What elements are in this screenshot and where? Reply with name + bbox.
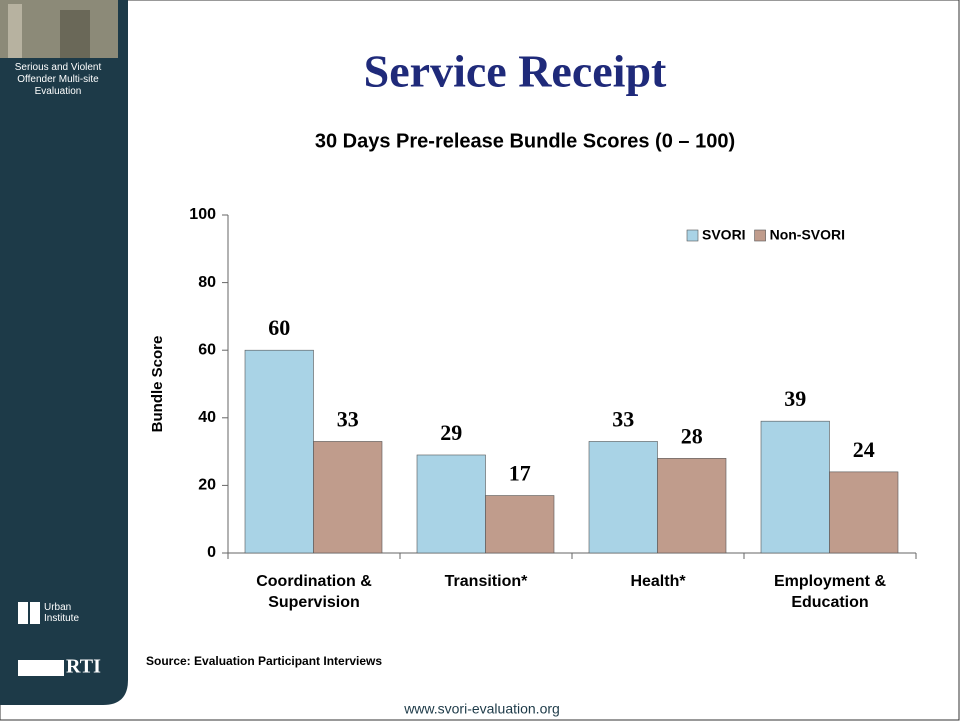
value-label: 33 bbox=[337, 407, 359, 432]
sidebar-partner: Urban Institute bbox=[44, 602, 80, 624]
value-label: 24 bbox=[853, 437, 875, 462]
photo-detail bbox=[8, 4, 22, 58]
bar bbox=[760, 420, 830, 554]
y-tick-label: 60 bbox=[198, 341, 216, 358]
source-note: Source: Evaluation Participant Interview… bbox=[146, 654, 382, 668]
chart-subtitle: 30 Days Pre-release Bundle Scores (0 – 1… bbox=[315, 130, 735, 152]
bar bbox=[244, 349, 314, 554]
y-tick-label: 100 bbox=[189, 206, 216, 223]
legend-label: Non-SVORI bbox=[770, 227, 845, 243]
y-axis-label: Bundle Score bbox=[149, 336, 166, 433]
x-tick-label: Health* bbox=[630, 573, 686, 590]
chart-title: Service Receipt bbox=[364, 46, 667, 97]
rti-logo-bg bbox=[18, 660, 64, 676]
y-tick-label: 80 bbox=[198, 274, 216, 291]
x-tick-label: Coordination & Supervision bbox=[256, 573, 372, 611]
urban-logo-line bbox=[28, 602, 30, 624]
value-label: 39 bbox=[784, 386, 806, 411]
y-tick-label: 20 bbox=[198, 477, 216, 494]
bar bbox=[588, 441, 658, 554]
bar bbox=[416, 454, 486, 554]
legend-swatch bbox=[754, 229, 766, 242]
rti-logo: RTI bbox=[66, 656, 101, 678]
bar bbox=[657, 458, 727, 554]
value-label: 28 bbox=[681, 423, 703, 448]
sidebar bbox=[0, 0, 128, 705]
footer-url: www.svori-evaluation.org bbox=[403, 701, 560, 717]
value-label: 29 bbox=[440, 420, 462, 445]
bar bbox=[485, 495, 555, 554]
bar bbox=[313, 441, 383, 554]
value-label: 17 bbox=[509, 461, 531, 486]
x-tick-label: Employment & Education bbox=[773, 573, 886, 611]
sidebar-project: Serious and Violent Offender Multi-site … bbox=[14, 62, 102, 97]
x-tick-label: Transition* bbox=[444, 573, 528, 590]
value-label: 33 bbox=[612, 407, 634, 432]
y-tick-label: 40 bbox=[198, 409, 216, 426]
legend-swatch bbox=[686, 229, 699, 242]
photo-detail bbox=[60, 10, 90, 58]
bar bbox=[829, 471, 899, 554]
y-tick-label: 0 bbox=[207, 544, 216, 561]
value-label: 60 bbox=[268, 315, 290, 340]
legend-label: SVORI bbox=[702, 227, 746, 243]
